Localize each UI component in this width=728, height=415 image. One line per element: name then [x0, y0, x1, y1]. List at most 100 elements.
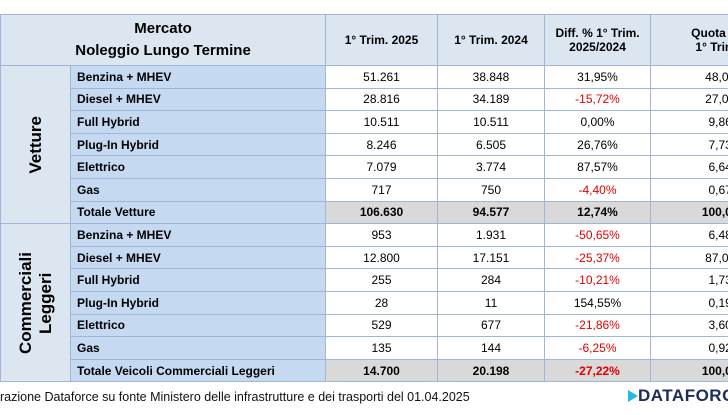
column-header: 1° Trim. 2024	[437, 14, 546, 66]
source-note: razione Dataforce su fonte Ministero del…	[0, 390, 470, 404]
cell-value: 100,00%	[650, 200, 728, 225]
row-label: Benzina + MHEV	[69, 223, 327, 247]
group-text: Vetture	[26, 116, 46, 174]
text-line: Quota di Me	[691, 26, 728, 40]
group-text: Commerciali Leggeri	[16, 252, 56, 354]
row-label: Gas	[69, 177, 327, 202]
cell-value: 284	[437, 268, 546, 292]
cell-value: 10.511	[437, 110, 546, 134]
cell-value: 529	[325, 313, 439, 338]
text-line: Commerciali	[15, 251, 35, 354]
cell-value: 3,60%	[650, 313, 728, 338]
cell-value: 87,57%	[544, 155, 652, 179]
cell-value: 144	[437, 336, 546, 360]
cell-value: 8.246	[325, 132, 439, 157]
cell-value: 100,00%	[650, 358, 728, 383]
cell-value: -15,72%	[544, 87, 652, 112]
cell-value: 10.511	[325, 110, 439, 134]
cell-value: 677	[437, 313, 546, 338]
cell-value: -4,40%	[544, 177, 652, 202]
title-cell: Mercato Noleggio Lungo Termine	[0, 14, 327, 66]
cell-value: 17.151	[437, 245, 546, 270]
column-header: 1° Trim. 2025	[325, 14, 439, 66]
cell-value: 6.505	[437, 132, 546, 157]
cell-value: -25,37%	[544, 245, 652, 270]
table-container: Mercato Noleggio Lungo Termine 1° Trim. 20…	[0, 14, 728, 386]
text-line: Noleggio Lungo Termine	[75, 42, 251, 59]
cell-value: 6,48%	[650, 223, 728, 247]
row-label: Diesel + MHEV	[69, 87, 327, 112]
cell-value: 87,07%	[650, 245, 728, 270]
row-label: Totale Vetture	[69, 200, 327, 225]
cell-value: 953	[325, 223, 439, 247]
row-label: Full Hybrid	[69, 268, 327, 292]
cell-value: 12,74%	[544, 200, 652, 225]
logo-text: DATAFORCE	[638, 386, 728, 405]
cell-value: 135	[325, 336, 439, 360]
cell-value: 0,19%	[650, 290, 728, 315]
row-label: Elettrico	[69, 313, 327, 338]
data-row: Vetture Benzina + MHEV 51.261 38.848 31,95% 4…	[0, 64, 728, 225]
text-line: Diff. % 1° Trim.	[555, 26, 640, 40]
cell-value: -10,21%	[544, 268, 652, 292]
cell-value: 1,73%	[650, 268, 728, 292]
row-label: Totale Veicoli Commerciali Leggeri	[69, 358, 327, 383]
cell-value: 11	[437, 290, 546, 315]
group-label: Vetture	[0, 64, 71, 225]
row-label: Full Hybrid	[69, 110, 327, 134]
row-label: Benzina + MHEV	[69, 65, 327, 89]
cell-value: 1.931	[437, 223, 546, 247]
cell-value: 9,86%	[650, 110, 728, 134]
logo-icon	[628, 390, 638, 402]
text-line: Leggeri	[35, 272, 55, 334]
cell-value: 7,73%	[650, 132, 728, 157]
text-line: Mercato	[134, 20, 192, 37]
row-label: Plug-In Hybrid	[69, 290, 327, 315]
group-label: Commerciali Leggeri	[0, 223, 71, 383]
text-line: 1° Trim. 2025	[344, 33, 419, 47]
cell-value: 0,00%	[544, 110, 652, 134]
cell-value: 28.816	[325, 87, 439, 112]
cell-value: 94.577	[437, 200, 546, 225]
cell-value: 12.800	[325, 245, 439, 270]
cell-value: 255	[325, 268, 439, 292]
logo: DATAFORCE	[628, 386, 728, 406]
cell-value: 717	[325, 177, 439, 202]
text-line: Vetture	[25, 115, 45, 174]
cell-value: 154,55%	[544, 290, 652, 315]
column-header: Diff. % 1° Trim. 2025/2024	[544, 14, 652, 66]
data-row: Commerciali Leggeri Benzina + MHEV 953 1.931…	[0, 223, 728, 383]
cell-value: 48,07%	[650, 65, 728, 89]
cell-value: 3.774	[437, 155, 546, 179]
text-line: 1° Trim. 2024	[454, 33, 528, 47]
cell-value: -6,25%	[544, 336, 652, 360]
cell-value: 34.189	[437, 87, 546, 112]
cell-value: 51.261	[325, 65, 439, 89]
row-label: Gas	[69, 336, 327, 360]
cell-value: 106.630	[325, 200, 439, 225]
cell-value: 0,67%	[650, 177, 728, 202]
cell-value: 14.700	[325, 358, 439, 383]
cell-value: 28	[325, 290, 439, 315]
cell-value: 6,64%	[650, 155, 728, 179]
cell-value: 26,76%	[544, 132, 652, 157]
header-row: Mercato Noleggio Lungo Termine 1° Trim. 20…	[0, 14, 728, 66]
market-table: Mercato Noleggio Lungo Termine 1° Trim. 20…	[0, 14, 728, 383]
cell-value: -50,65%	[544, 223, 652, 247]
cell-value: 0,92%	[650, 336, 728, 360]
row-label: Diesel + MHEV	[69, 245, 327, 270]
row-label: Elettrico	[69, 155, 327, 179]
text-line: 1° Trim. 20	[695, 40, 728, 54]
cell-value: 27,02%	[650, 87, 728, 112]
column-header: Quota di Me1° Trim. 20	[650, 14, 728, 66]
